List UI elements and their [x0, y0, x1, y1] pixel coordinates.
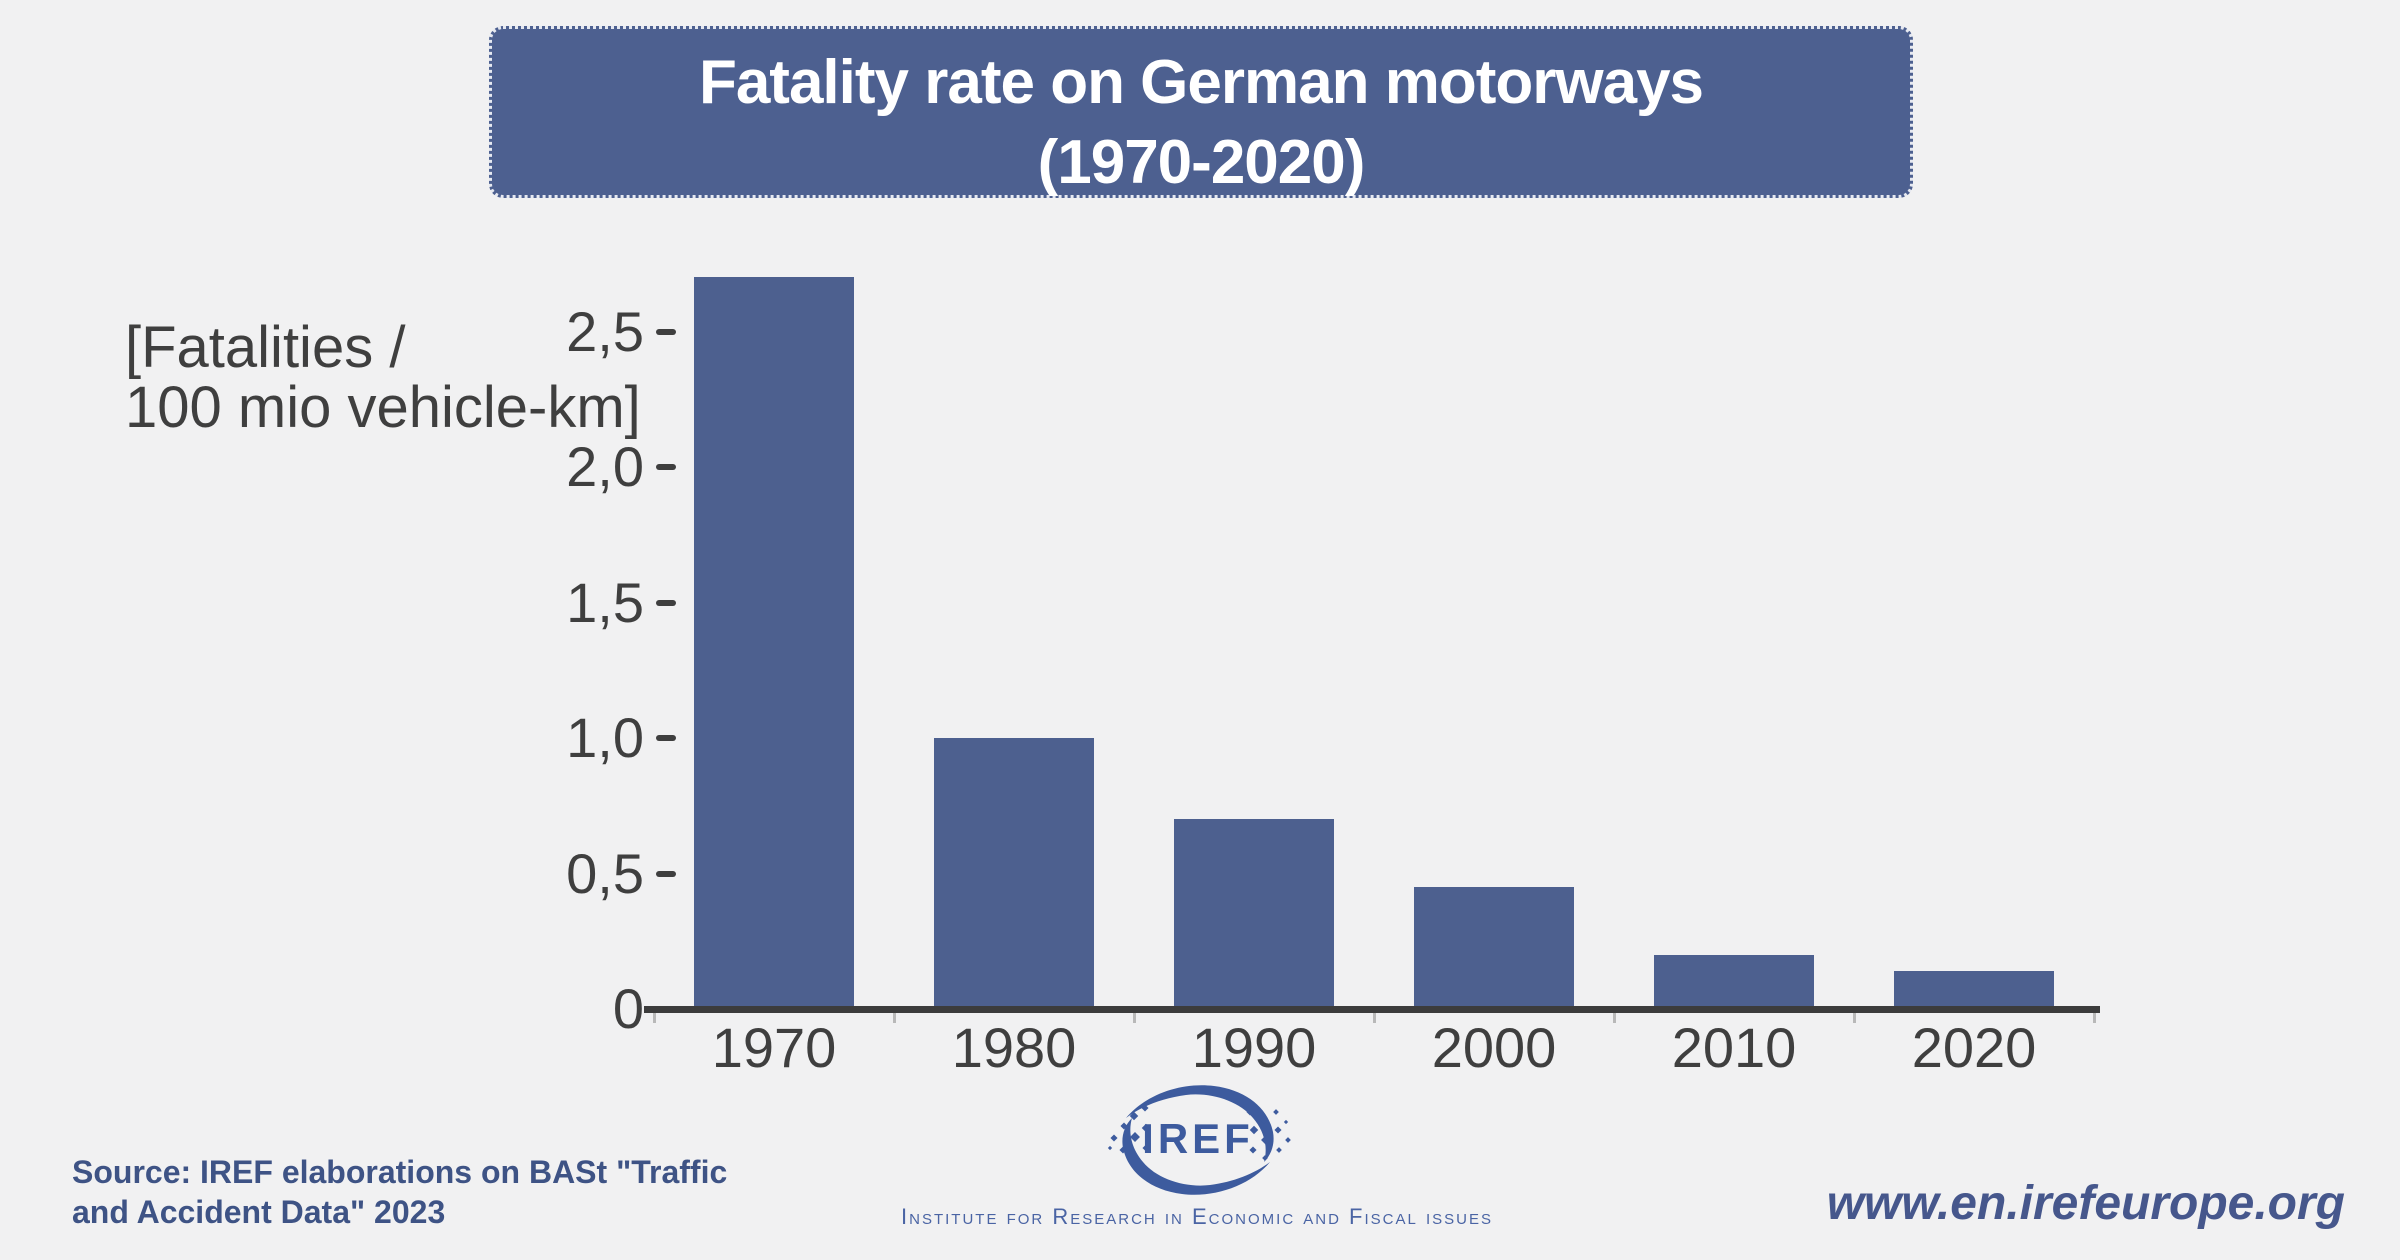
y-axis-tick-2,0: 2,0: [566, 439, 676, 495]
y-axis-tick-mark: [656, 870, 676, 877]
website-url: www.en.irefeurope.org: [1826, 1177, 2345, 1230]
iref-logo-caption: Institute for Research in Economic and F…: [901, 1204, 1493, 1229]
y-axis-tick-value: 0: [612, 977, 644, 1040]
y-axis-unit-label-line2: 100 mio vehicle-km]: [125, 375, 641, 440]
source-note-line2: and Accident Data" 2023: [72, 1194, 446, 1230]
chart-title-line2: (1970-2020): [1037, 128, 1366, 197]
y-axis-tick-mark: [656, 464, 676, 470]
x-axis-line: [644, 1006, 2100, 1013]
y-axis-tick-1,0: 1,0: [566, 710, 676, 766]
x-axis-tick: [1133, 1013, 1136, 1023]
bar-2020: [1894, 971, 2054, 1009]
source-note: Source: IREF elaborations on BASt "Traff…: [72, 1152, 727, 1232]
bar-1970: [694, 277, 854, 1009]
bar-1980: [934, 738, 1094, 1009]
y-axis-tick-1,5: 1,5: [566, 570, 676, 634]
y-axis-tick-mark: [656, 599, 676, 606]
x-axis-label-2000: 2000: [1431, 1016, 1557, 1079]
x-axis-tick: [1853, 1013, 1856, 1023]
x-axis-label-1970: 1970: [711, 1016, 837, 1079]
y-axis-tick-value: 2,0: [566, 435, 644, 498]
chart-title-line1: Fatality rate on German motorways: [698, 48, 1704, 117]
x-axis-label-2010: 2010: [1671, 1016, 1797, 1079]
x-axis-tick: [2093, 1013, 2096, 1023]
x-axis-tick: [1613, 1013, 1616, 1023]
source-note-line1: Source: IREF elaborations on BASt "Traff…: [72, 1154, 728, 1190]
x-axis-label-1990: 1990: [1191, 1016, 1317, 1079]
y-axis-unit-label-line1: [Fatalities /: [125, 315, 406, 380]
bar-2000: [1414, 887, 1574, 1009]
bar-1990: [1174, 819, 1334, 1009]
iref-logo-text: IREF: [1142, 1115, 1254, 1162]
y-axis-tick-mark: [656, 735, 676, 741]
y-axis-tick-value: 1,5: [566, 570, 644, 634]
y-axis-tick-2,5: 2,5: [566, 299, 676, 363]
y-axis-tick-0: 0: [613, 981, 676, 1037]
y-axis-tick-0,5: 0,5: [566, 841, 676, 905]
x-axis-label-1980: 1980: [951, 1016, 1077, 1079]
y-axis-unit-label: [Fatalities / 100 mio vehicle-km]: [125, 318, 641, 438]
y-axis-tick-value: 0,5: [566, 841, 644, 905]
title-banner: Fatality rate on German motorways (1970-…: [489, 26, 1913, 198]
x-axis-tick: [653, 1013, 656, 1023]
x-axis-tick: [893, 1013, 896, 1023]
bar-2010: [1654, 955, 1814, 1009]
y-axis-tick-mark: [656, 328, 676, 335]
x-axis-label-2020: 2020: [1911, 1016, 2037, 1079]
iref-logo: IREF: [1107, 1085, 1291, 1195]
y-axis-tick-value: 2,5: [566, 299, 644, 363]
y-axis-tick-value: 1,0: [566, 706, 644, 769]
x-axis-tick: [1373, 1013, 1376, 1023]
